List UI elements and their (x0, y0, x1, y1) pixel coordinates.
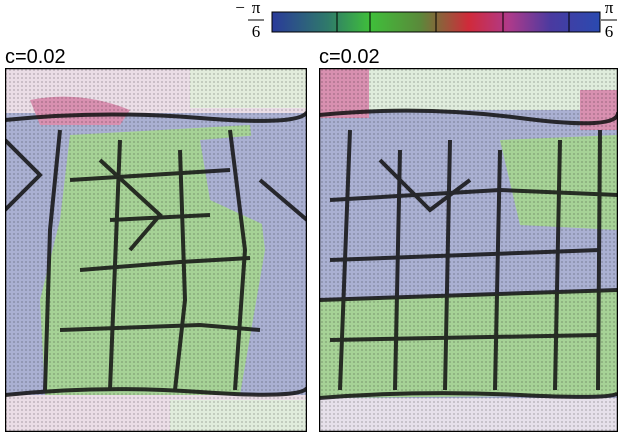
colorbar-min-numerator: π (252, 0, 261, 17)
colorbar-min-denominator: 6 (252, 22, 261, 41)
panel-label: c=0.02 (319, 46, 380, 68)
snapshot-right (319, 68, 618, 432)
colorbar: − π 6 π 6 (235, 0, 617, 41)
colorbar-max-denominator: 6 (605, 22, 614, 41)
snapshot-left (5, 68, 307, 432)
panel-label: c=0.02 (5, 46, 66, 68)
colorbar-dividers (336, 12, 570, 32)
colorbar-min-sign: − (235, 0, 245, 17)
colorbar-max-numerator: π (605, 0, 614, 17)
